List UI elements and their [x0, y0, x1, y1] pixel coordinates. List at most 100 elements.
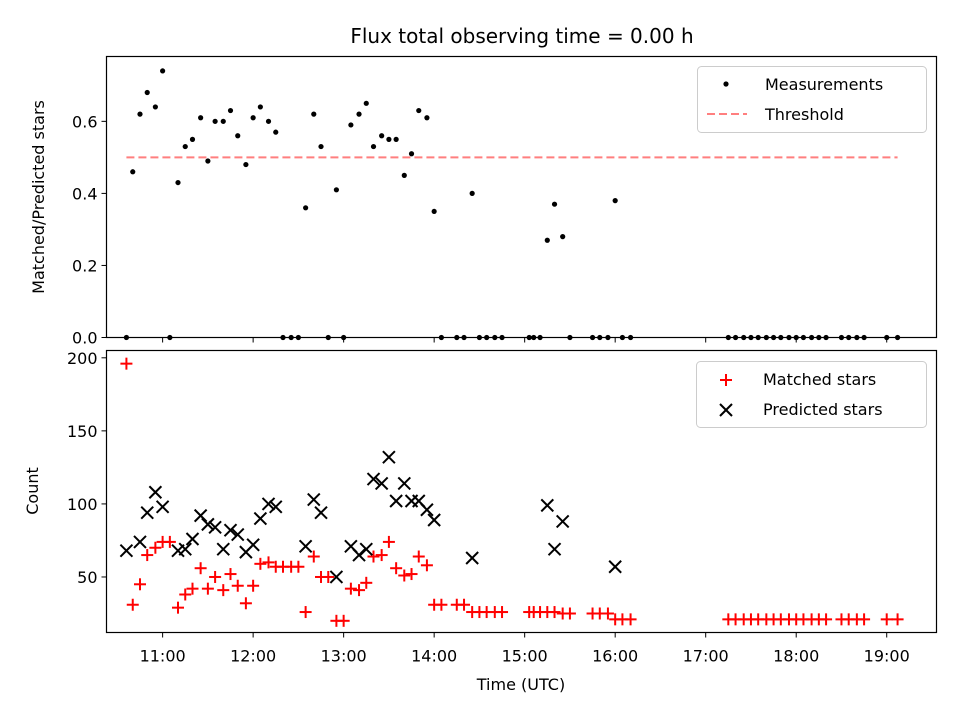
x-tick-label: 19:00: [864, 647, 910, 666]
bottom-legend: Matched stars Predicted stars: [696, 361, 927, 428]
predicted-star-point: [216, 542, 230, 556]
bottom-y-tick-label: 200: [67, 349, 98, 368]
legend-threshold-label: Threshold: [764, 105, 844, 124]
matched-star-point: [120, 357, 133, 370]
measurement-point: [160, 68, 166, 74]
measurement-point: [243, 161, 249, 168]
matched-star-point: [217, 584, 230, 597]
matched-star-point: [307, 550, 320, 563]
predicted-star-point: [231, 527, 245, 542]
matched-star-point: [179, 588, 192, 601]
predicted-star-point: [540, 498, 555, 513]
matched-star-point: [412, 550, 425, 563]
measurement-point: [408, 151, 415, 157]
predicted-star-point: [420, 503, 434, 517]
measurement-point: [250, 115, 256, 121]
measurement-point: [152, 104, 158, 110]
predicted-star-point: [223, 523, 238, 537]
matched-star-point: [247, 579, 260, 592]
predicted-star-point: [329, 570, 344, 584]
matched-star-point: [322, 570, 335, 583]
measurement-point: [333, 187, 340, 193]
top-plot-frame: [105, 55, 938, 339]
bottom-y-tick-label: 100: [67, 495, 98, 514]
predicted-star-point: [246, 538, 260, 552]
predicted-star-point: [148, 485, 163, 499]
matched-star-point: [133, 578, 146, 591]
predicted-star-point: [155, 500, 170, 514]
matched-star-point: [262, 556, 275, 569]
matched-star-point: [382, 535, 395, 548]
matched-star-point: [353, 584, 366, 597]
matched-star-point: [194, 562, 207, 575]
measurement-point: [212, 118, 218, 124]
measurement-point: [469, 190, 475, 196]
matched-star-point: [420, 559, 433, 572]
predicted-star-point: [133, 535, 147, 549]
predicted-star-point: [178, 542, 192, 556]
matched-star-point: [231, 579, 244, 592]
measurement-point: [182, 143, 188, 150]
measurement-point: [356, 111, 362, 117]
legend-measurements-marker: [723, 81, 729, 87]
predicted-star-point: [185, 532, 200, 546]
matched-star-point: [209, 570, 222, 583]
matched-star-point: [292, 560, 305, 573]
top-x-ticks: [162, 337, 888, 343]
legend-matched-marker: [720, 374, 732, 386]
x-tick-label: 14:00: [411, 647, 457, 666]
measurement-point: [311, 111, 317, 117]
matched-star-point: [375, 549, 388, 562]
predicted-star-point: [269, 500, 283, 514]
measurement-point: [175, 179, 181, 186]
predicted-star-point: [382, 450, 396, 464]
top-panel: 0.0 0.2 0.4 0.6 Matched/Predicted stars Mea…: [29, 55, 938, 348]
top-y-tick-label: 0.4: [72, 184, 97, 203]
predicted-star-point: [608, 560, 622, 574]
predicted-star-point: [427, 513, 441, 527]
measurement-point: [273, 129, 279, 135]
x-tick-label: 15:00: [502, 647, 548, 666]
matched-star-point: [435, 598, 448, 611]
bottom-panel: 50 100 150 200 11:00 12:00 13:00 14:00 15:00 16:…: [23, 349, 938, 694]
top-legend: Measurements Threshold: [697, 66, 927, 133]
predicted-star-point: [261, 497, 276, 511]
measurement-point: [386, 136, 392, 142]
measurement-point: [257, 104, 263, 110]
predicted-star-point: [253, 511, 268, 526]
matched-star-point: [820, 613, 833, 626]
predicted-star-point: [193, 508, 208, 523]
predicted-star-point: [359, 542, 373, 556]
matched-star-point: [172, 601, 185, 614]
bottom-legend-box: [696, 361, 927, 428]
matched-star-point: [337, 614, 350, 627]
matched-star-point: [624, 613, 637, 626]
bottom-y-ticks: 50 100 150 200: [67, 349, 107, 587]
measurement-point: [393, 136, 399, 142]
matched-star-point: [141, 549, 154, 562]
legend-measurements-label: Measurements: [765, 75, 883, 94]
x-axis-label: Time (UTC): [476, 675, 565, 694]
matched-star-point: [239, 597, 252, 610]
measurement-point: [560, 234, 566, 240]
measurement-point: [416, 107, 422, 114]
measurement-point: [189, 136, 196, 142]
bottom-y-axis-label: Count: [23, 467, 42, 515]
measurement-point: [303, 205, 309, 211]
predicted-star-point: [307, 492, 321, 507]
matched-star-point: [563, 607, 576, 620]
predicted-star-point: [314, 505, 328, 520]
top-y-tick-label: 0.2: [72, 256, 97, 275]
measurement-point: [144, 89, 150, 96]
matched-star-point: [858, 613, 871, 626]
measurement-point: [348, 122, 354, 128]
measurement-point: [424, 115, 430, 121]
matched-star-point: [496, 606, 509, 619]
measurement-point: [401, 172, 407, 178]
predicted-star-point: [389, 494, 403, 508]
measurement-point: [379, 133, 385, 139]
matched-star-point: [254, 557, 267, 570]
top-y-axis-label: Matched/Predicted stars: [29, 100, 48, 294]
top-y-tick-label: 0.6: [72, 112, 97, 131]
